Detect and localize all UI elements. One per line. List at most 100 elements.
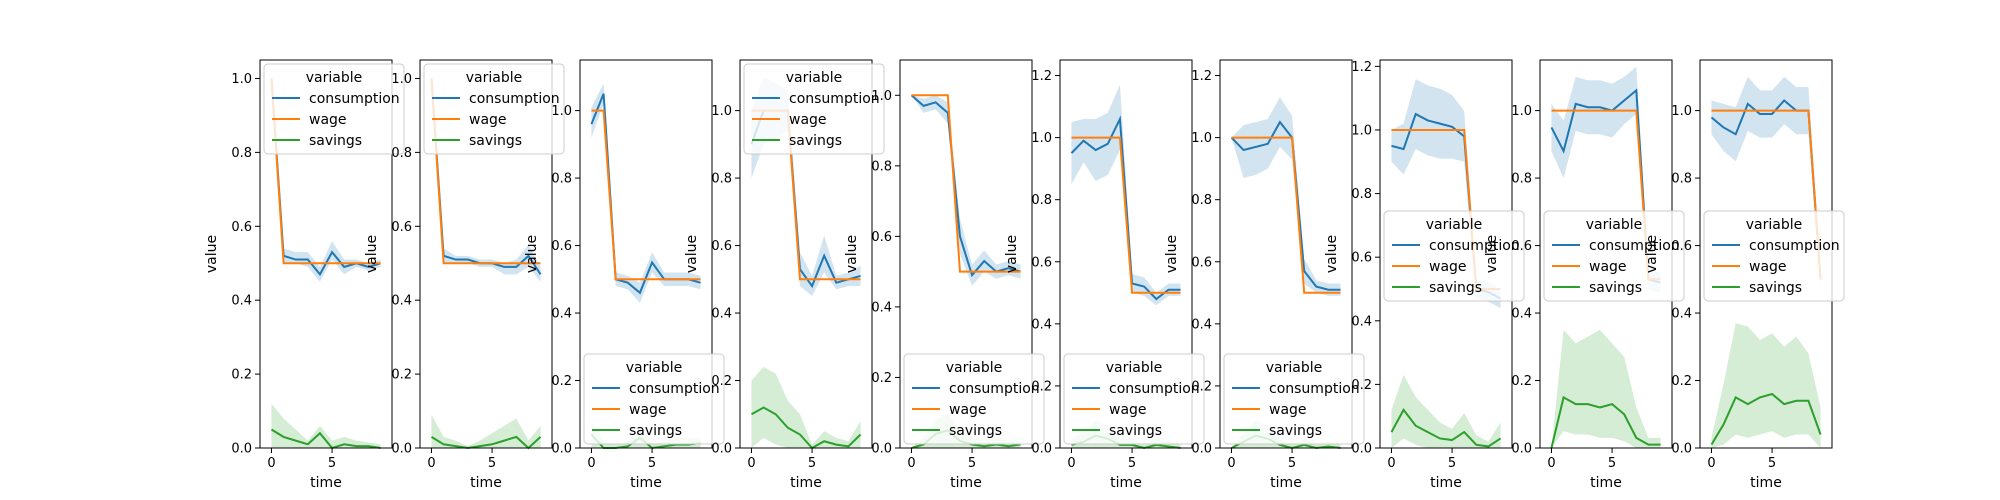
savings-confidence-band [271,403,381,448]
legend-label-consumption: consumption [1109,381,1200,397]
legend-title: variable [1426,217,1482,233]
savings-confidence-band [1391,374,1501,448]
x-axis-label: time [470,475,502,491]
wage-line [270,78,381,265]
y-axis-label: value [1004,235,1020,273]
savings-confidence-band [1551,329,1661,448]
x-tick-label: 5 [808,456,816,471]
y-tick-label: 0.8 [231,146,252,161]
y-tick-label: 0.6 [711,239,732,254]
wage-line [1711,109,1822,280]
y-axis-label: value [1484,235,1500,273]
legend-box [903,353,1045,445]
legend-title: variable [1746,217,1802,233]
y-tick-label: 1.2 [1351,60,1372,75]
y-axis-label: value [1324,235,1340,273]
x-tick-label: 5 [968,456,976,471]
legend-box [1063,353,1205,445]
legend-label-savings: savings [629,423,682,439]
legend-box [423,63,565,155]
x-axis-label: time [310,475,342,491]
x-axis-label: time [630,475,662,491]
legend-label-wage: wage [1429,259,1467,275]
x-tick-label: 0 [427,456,435,471]
x-tick-label: 0 [1707,456,1715,471]
y-axis-label: value [1164,235,1180,273]
panel-1: 0.0 0.2 0.4 0.6 0.8 1.0 0 5 time value variable con… [204,59,405,491]
legend: variable consumption wage savings [263,63,405,155]
legend: variable consumption wage savings [903,353,1045,445]
legend-label-savings: savings [1589,280,1642,296]
y-tick-label: 0.4 [231,294,252,309]
y-axis-label: value [204,235,220,273]
legend: variable consumption wage savings [1223,353,1365,445]
legend-title: variable [1106,360,1162,376]
legend-label-wage: wage [1749,259,1787,275]
wage-line [430,78,541,265]
legend-box [1543,210,1685,302]
x-tick-label: 0 [1387,456,1395,471]
panel-6: 0.0 0.2 0.4 0.6 0.8 1.0 1.2 0 5 time value variable… [1004,59,1205,491]
legend-label-savings: savings [949,423,1002,439]
y-tick-label: 0.4 [1191,317,1212,332]
y-tick-label: 0.6 [1031,255,1052,270]
y-tick-label: 0.8 [1191,193,1212,208]
consumption-line [1230,120,1341,291]
legend-box [1223,353,1365,445]
y-axis-label: value [364,235,380,273]
x-tick-label: 0 [907,456,915,471]
legend-title: variable [466,70,522,86]
savings-confidence-band [1711,323,1821,448]
legend-label-wage: wage [469,112,507,128]
savings-line [430,435,542,450]
y-tick-label: 0.2 [231,368,252,383]
y-tick-label: 0.2 [1511,374,1532,389]
panel-5: 0.0 0.2 0.4 0.6 0.8 1.0 0 5 time value variable con… [844,59,1045,491]
y-tick-label: 1.0 [231,72,252,87]
y-tick-label: 0.0 [391,442,412,457]
wage-line [1551,109,1661,281]
y-tick-label: 1.2 [1191,69,1212,84]
x-tick-label: 5 [1288,456,1296,471]
legend: variable consumption wage savings [583,353,725,445]
consumption-confidence-band [431,78,541,282]
y-tick-label: 0.2 [1671,374,1692,389]
y-tick-label: 0.8 [391,146,412,161]
legend-box [583,353,725,445]
legend: variable consumption wage savings [1543,210,1685,302]
y-tick-label: 0.2 [1351,378,1372,393]
y-tick-label: 0.2 [1031,379,1052,394]
x-axis-label: time [1430,475,1462,491]
legend-label-wage: wage [949,402,987,418]
panel-3: 0.0 0.2 0.4 0.6 0.8 1.0 0 5 time value variable con… [524,59,725,491]
legend-title: variable [786,70,842,86]
consumption-line [910,94,1021,278]
consumption-confidence-band [591,83,701,303]
legend-label-consumption: consumption [1589,238,1680,254]
savings-line [1710,392,1822,446]
y-axis-label: value [524,235,540,273]
y-tick-label: 0.4 [871,300,892,315]
legend-box [1383,210,1525,302]
savings-line [1390,408,1502,448]
legend-label-consumption: consumption [949,381,1040,397]
legend-title: variable [626,360,682,376]
y-tick-label: 1.0 [1031,131,1052,146]
legend: variable consumption wage savings [423,63,565,155]
x-tick-label: 0 [1227,456,1235,471]
y-tick-label: 0.6 [231,220,252,235]
y-tick-label: 0.8 [1351,187,1372,202]
x-axis-label: time [950,475,982,491]
y-axis-label: value [1644,235,1660,273]
legend-label-savings: savings [1429,280,1482,296]
consumption-confidence-band [911,95,1021,286]
y-tick-label: 0.0 [871,442,892,457]
y-tick-label: 0.6 [1191,255,1212,270]
y-tick-label: 0.8 [551,172,572,187]
panel-4: 0.0 0.2 0.4 0.6 0.8 1.0 0 5 time value variable con… [684,59,885,491]
y-axis-label: value [844,235,860,273]
legend-label-consumption: consumption [1749,238,1840,254]
legend-label-wage: wage [309,112,347,128]
axes-frame [1059,59,1193,449]
